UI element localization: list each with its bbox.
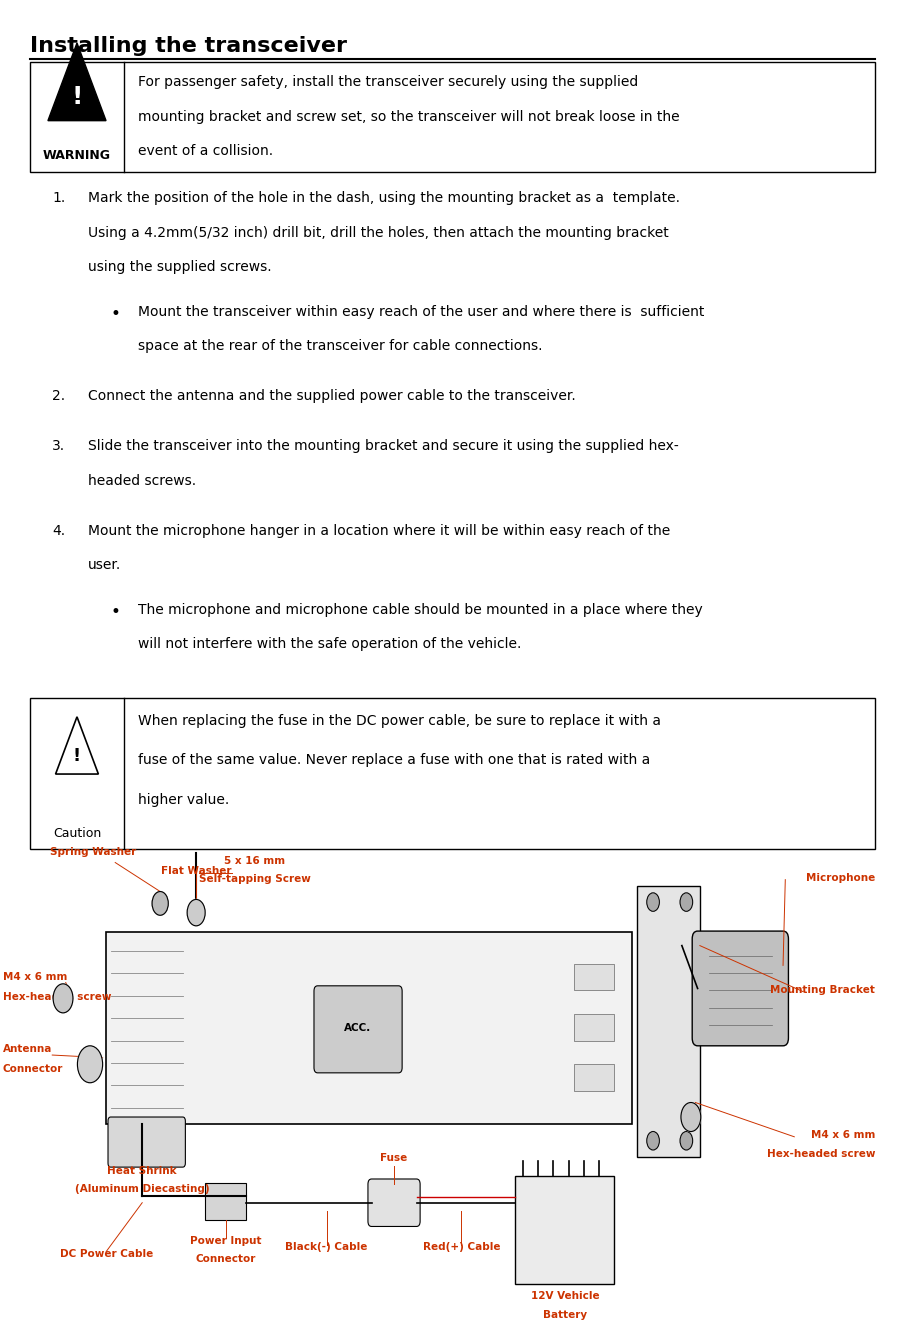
- Text: 1.: 1.: [52, 191, 65, 205]
- FancyBboxPatch shape: [574, 1014, 614, 1040]
- Text: Mounting Bracket: Mounting Bracket: [770, 986, 875, 995]
- Text: Black(-) Cable: Black(-) Cable: [285, 1243, 367, 1252]
- Text: Red(+) Cable: Red(+) Cable: [423, 1243, 500, 1252]
- Text: Microphone: Microphone: [806, 873, 875, 882]
- Text: Mount the transceiver within easy reach of the user and where there is  sufficie: Mount the transceiver within easy reach …: [138, 305, 704, 319]
- Text: user.: user.: [88, 558, 121, 572]
- Text: Battery: Battery: [543, 1309, 587, 1320]
- FancyBboxPatch shape: [516, 1177, 614, 1284]
- Text: Heat Shrink: Heat Shrink: [108, 1166, 177, 1175]
- Text: Spring Washer: Spring Washer: [50, 847, 136, 857]
- FancyBboxPatch shape: [637, 886, 700, 1157]
- Circle shape: [680, 1132, 692, 1150]
- Text: Flat Washer: Flat Washer: [161, 867, 232, 876]
- Text: Antenna: Antenna: [3, 1044, 52, 1055]
- Text: Power Input: Power Input: [190, 1236, 262, 1246]
- Circle shape: [78, 1045, 102, 1083]
- Text: 4.: 4.: [52, 523, 65, 538]
- Text: 2.: 2.: [52, 390, 65, 403]
- Text: •: •: [110, 603, 120, 620]
- Polygon shape: [48, 42, 106, 121]
- Circle shape: [647, 893, 660, 912]
- Text: DC Power Cable: DC Power Cable: [60, 1249, 153, 1259]
- Text: space at the rear of the transceiver for cable connections.: space at the rear of the transceiver for…: [138, 339, 542, 352]
- Text: Using a 4.2mm(5/32 inch) drill bit, drill the holes, then attach the mounting br: Using a 4.2mm(5/32 inch) drill bit, dril…: [88, 225, 669, 240]
- Circle shape: [152, 892, 168, 916]
- Text: M4 x 6 mm: M4 x 6 mm: [811, 1130, 875, 1141]
- Circle shape: [681, 1102, 700, 1132]
- Text: Mount the microphone hanger in a location where it will be within easy reach of : Mount the microphone hanger in a locatio…: [88, 523, 671, 538]
- Text: mounting bracket and screw set, so the transceiver will not break loose in the: mounting bracket and screw set, so the t…: [138, 110, 680, 123]
- Text: 5 x 16 mm: 5 x 16 mm: [224, 856, 285, 867]
- Text: Caution: Caution: [52, 827, 101, 840]
- Circle shape: [680, 893, 692, 912]
- Text: Mark the position of the hole in the dash, using the mounting bracket as a  temp: Mark the position of the hole in the das…: [88, 191, 681, 205]
- Text: fuse of the same value. Never replace a fuse with one that is rated with a: fuse of the same value. Never replace a …: [138, 753, 650, 767]
- Text: Self-tapping Screw: Self-tapping Screw: [199, 874, 310, 884]
- Text: ACC.: ACC.: [345, 1023, 372, 1034]
- Text: When replacing the fuse in the DC power cable, be sure to replace it with a: When replacing the fuse in the DC power …: [138, 714, 661, 727]
- Text: will not interfere with the safe operation of the vehicle.: will not interfere with the safe operati…: [138, 637, 521, 651]
- FancyBboxPatch shape: [108, 1117, 186, 1167]
- Text: higher value.: higher value.: [138, 792, 229, 807]
- FancyBboxPatch shape: [205, 1183, 245, 1220]
- Text: Fuse: Fuse: [380, 1153, 407, 1163]
- Text: 12V Vehicle: 12V Vehicle: [530, 1291, 599, 1301]
- Text: !: !: [71, 85, 82, 109]
- Text: (Aluminum Diecasting): (Aluminum Diecasting): [75, 1185, 209, 1194]
- FancyBboxPatch shape: [30, 62, 875, 171]
- Text: The microphone and microphone cable should be mounted in a place where they: The microphone and microphone cable shou…: [138, 603, 702, 616]
- Text: •: •: [110, 305, 120, 323]
- Circle shape: [187, 900, 205, 926]
- Text: M4 x 6 mm: M4 x 6 mm: [3, 973, 67, 982]
- FancyBboxPatch shape: [314, 986, 402, 1073]
- FancyBboxPatch shape: [574, 965, 614, 990]
- Text: For passenger safety, install the transceiver securely using the supplied: For passenger safety, install the transc…: [138, 76, 638, 89]
- FancyBboxPatch shape: [574, 1064, 614, 1090]
- FancyBboxPatch shape: [30, 698, 875, 849]
- Text: Connect the antenna and the supplied power cable to the transceiver.: Connect the antenna and the supplied pow…: [88, 390, 576, 403]
- Circle shape: [53, 984, 73, 1012]
- Text: Connector: Connector: [3, 1064, 63, 1075]
- Text: 3.: 3.: [52, 440, 65, 453]
- Text: Hex-headed screw: Hex-headed screw: [3, 991, 111, 1002]
- Text: Connector: Connector: [195, 1255, 256, 1264]
- Text: WARNING: WARNING: [43, 150, 111, 163]
- Text: !: !: [73, 747, 81, 766]
- Circle shape: [647, 1132, 660, 1150]
- Text: event of a collision.: event of a collision.: [138, 144, 272, 158]
- Text: Hex-headed screw: Hex-headed screw: [767, 1149, 875, 1158]
- Text: headed screws.: headed screws.: [88, 473, 196, 488]
- Text: using the supplied screws.: using the supplied screws.: [88, 260, 272, 274]
- Text: Installing the transceiver: Installing the transceiver: [30, 36, 347, 56]
- FancyBboxPatch shape: [106, 933, 633, 1124]
- FancyBboxPatch shape: [692, 931, 788, 1045]
- Text: Slide the transceiver into the mounting bracket and secure it using the supplied: Slide the transceiver into the mounting …: [88, 440, 679, 453]
- FancyBboxPatch shape: [368, 1179, 420, 1227]
